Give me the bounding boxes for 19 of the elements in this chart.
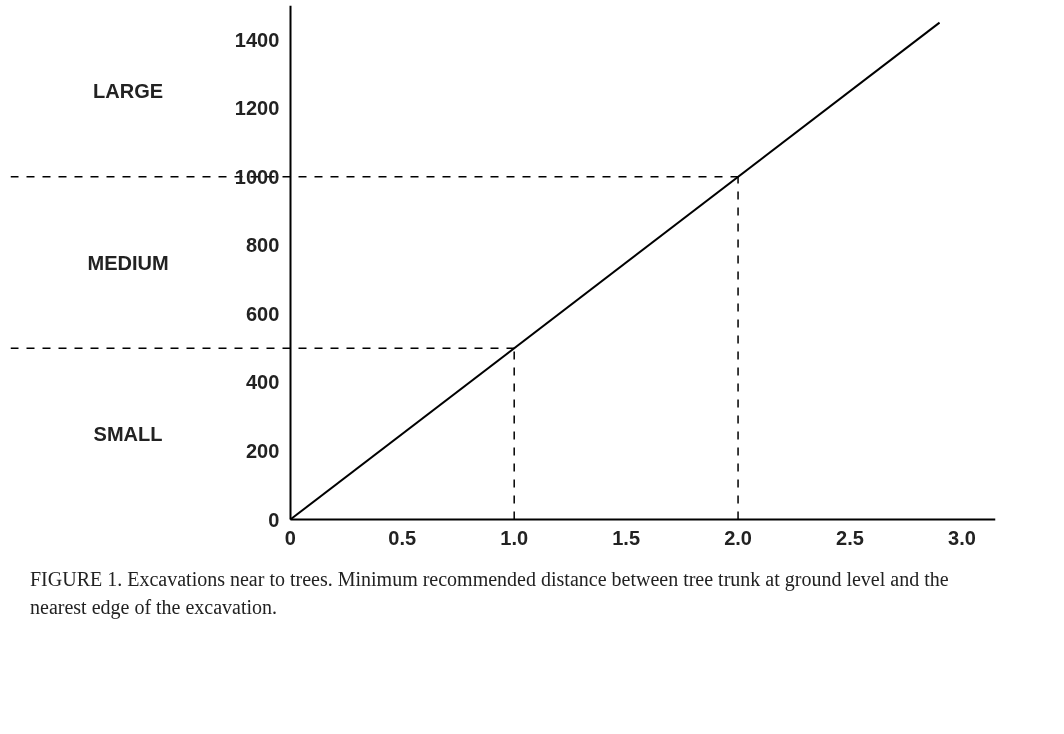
caption: FIGURE 1. Excavations near to trees. Minimum recommended distance between tree trunk at ground level and the nearest edge of the excavation. [30,567,950,621]
x-tick-label: 1.0 [500,526,529,549]
annotation: SMALL [93,422,163,445]
x-tick-label: 0 [284,526,296,549]
annotation: LARGE [93,80,164,103]
annotation: MEDIUM [87,251,169,274]
y-tick-label: 400 [245,371,280,394]
y-tick-label: 800 [245,234,280,257]
x-tick-label: 0.5 [388,526,417,549]
y-tick-label: 1400 [234,28,280,51]
x-tick-label: 3.0 [948,526,976,549]
x-tick-label: 1.5 [612,526,641,549]
x-tick-label: 2.5 [836,526,864,549]
y-tick-label: 600 [245,302,280,325]
y-tick-label: 1200 [234,97,280,120]
y-tick-label: 200 [245,439,280,462]
y-tick-label: 0 [268,508,280,531]
x-tick-label: 2.0 [724,526,752,549]
y-tick-label: 1000 [234,165,280,188]
